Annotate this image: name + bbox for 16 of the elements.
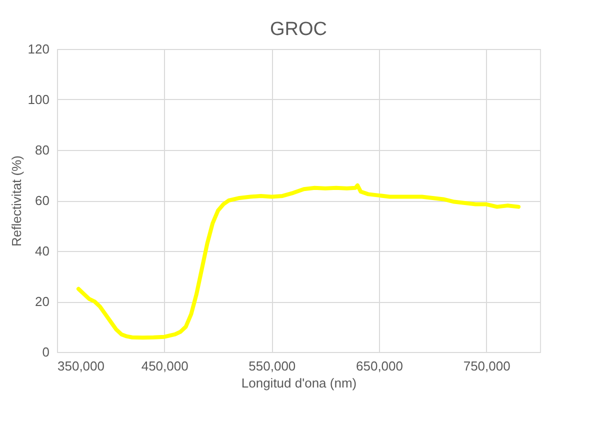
x-tick-label: 750,000 [463, 358, 510, 374]
chart-title: GROC [270, 19, 327, 40]
y-tick-label: 0 [42, 344, 50, 360]
line-series [76, 183, 521, 340]
y-tick-label: 40 [35, 244, 50, 258]
x-tick-label: 550,000 [248, 358, 296, 374]
y-tick-label: 80 [35, 142, 50, 158]
y-tick-label: 100 [28, 92, 50, 107]
x-tick-label: 450,000 [141, 358, 188, 374]
x-tick-label: 650,000 [356, 358, 403, 374]
y-tick-label: 60 [35, 193, 50, 208]
y-axis-title: Reflectivitat (%) [8, 155, 24, 247]
x-tick-label: 350,000 [58, 358, 104, 374]
y-tick-label: 20 [35, 294, 50, 309]
y-tick-label: 120 [28, 42, 50, 56]
x-axis-title: Longitud d'ona (nm) [241, 376, 357, 390]
